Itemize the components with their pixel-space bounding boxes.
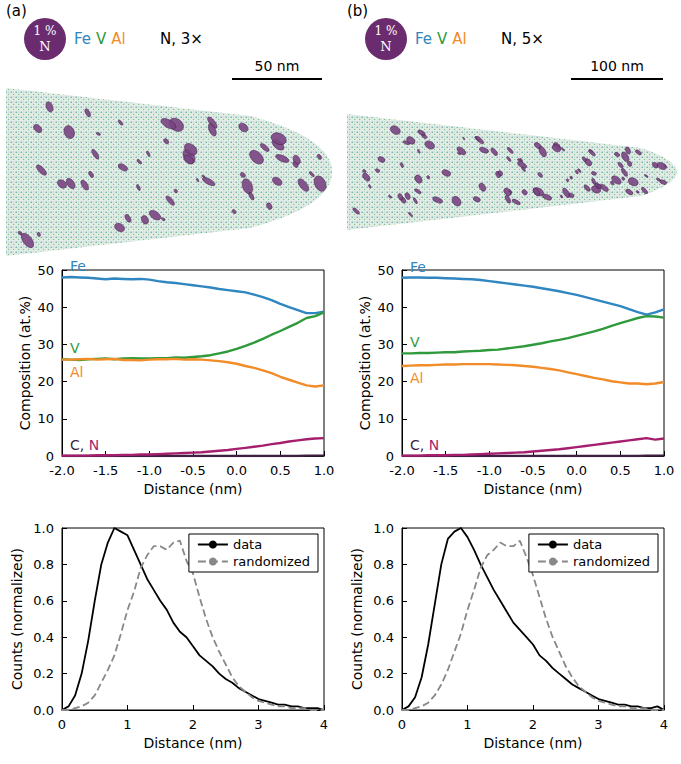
svg-text:20: 20 — [377, 374, 394, 389]
svg-text:30: 30 — [377, 337, 394, 352]
svg-text:0: 0 — [46, 449, 54, 464]
html-text:Fe V Al: Fe V Al — [74, 30, 126, 48]
svg-text:2: 2 — [189, 717, 197, 732]
html-text:1 %: 1 % — [374, 24, 398, 38]
svg-text:1.0: 1.0 — [654, 463, 675, 478]
svg-text:data: data — [233, 537, 262, 552]
svg-text:0.6: 0.6 — [373, 593, 394, 608]
html-text:N: N — [39, 39, 51, 54]
svg-text:3: 3 — [594, 717, 602, 732]
svg-text:0.0: 0.0 — [226, 463, 247, 478]
svg-text:1.0: 1.0 — [33, 521, 54, 536]
svg-text:30: 30 — [37, 337, 54, 352]
svg-text:4: 4 — [320, 717, 328, 732]
svg-text:20: 20 — [37, 374, 54, 389]
html-text:1 %: 1 % — [33, 24, 57, 38]
html-text:N: N — [380, 39, 392, 54]
svg-text:0: 0 — [386, 449, 394, 464]
svg-text:randomized: randomized — [573, 554, 650, 569]
svg-text:Composition (at.%): Composition (at.%) — [17, 296, 33, 431]
svg-text:C: C — [410, 437, 420, 453]
html-text:Fe V Al: Fe V Al — [415, 30, 467, 48]
html-text:N, 5×: N, 5× — [501, 30, 544, 48]
svg-text:Counts (normalized): Counts (normalized) — [349, 548, 365, 690]
svg-text:40: 40 — [377, 300, 394, 315]
svg-text:Composition (at.%): Composition (at.%) — [357, 296, 373, 431]
svg-text:0.4: 0.4 — [33, 630, 54, 645]
svg-text:randomized: randomized — [233, 554, 310, 569]
svg-text:-1.0: -1.0 — [477, 463, 502, 478]
svg-text:4: 4 — [660, 717, 668, 732]
svg-text:Fe: Fe — [70, 258, 86, 274]
svg-text:Distance (nm): Distance (nm) — [143, 481, 242, 497]
svg-text:0.0: 0.0 — [373, 703, 394, 718]
svg-text:10: 10 — [377, 411, 394, 426]
svg-text:C: C — [70, 437, 80, 453]
svg-text:-0.5: -0.5 — [180, 463, 205, 478]
svg-text:-2.0: -2.0 — [389, 463, 414, 478]
html-text:100 nm: 100 nm — [590, 58, 644, 74]
svg-text:V: V — [410, 334, 420, 350]
svg-text:,: , — [80, 437, 89, 453]
svg-text:1: 1 — [123, 717, 131, 732]
svg-text:0: 0 — [398, 717, 406, 732]
svg-text:Distance (nm): Distance (nm) — [483, 481, 582, 497]
svg-text:,: , — [420, 437, 429, 453]
svg-text:Distance (nm): Distance (nm) — [143, 735, 242, 751]
svg-text:0.2: 0.2 — [373, 666, 394, 681]
svg-text:-2.0: -2.0 — [49, 463, 74, 478]
svg-text:50: 50 — [377, 263, 394, 278]
svg-text:N: N — [429, 437, 439, 453]
svg-text:3: 3 — [254, 717, 262, 732]
svg-text:-0.5: -0.5 — [520, 463, 545, 478]
svg-text:2: 2 — [529, 717, 537, 732]
svg-text:-1.0: -1.0 — [137, 463, 162, 478]
svg-text:Al: Al — [410, 370, 423, 386]
svg-text:0.0: 0.0 — [566, 463, 587, 478]
svg-text:0.0: 0.0 — [33, 703, 54, 718]
svg-text:1.0: 1.0 — [314, 463, 335, 478]
svg-text:0.8: 0.8 — [33, 557, 54, 572]
svg-text:Counts (normalized): Counts (normalized) — [9, 548, 25, 690]
svg-text:0.2: 0.2 — [33, 666, 54, 681]
svg-text:1: 1 — [463, 717, 471, 732]
html-text:(b): (b) — [347, 2, 369, 20]
svg-text:0.6: 0.6 — [33, 593, 54, 608]
svg-text:0.5: 0.5 — [270, 463, 291, 478]
svg-text:-1.5: -1.5 — [433, 463, 458, 478]
svg-text:1.0: 1.0 — [373, 521, 394, 536]
svg-text:0.8: 0.8 — [373, 557, 394, 572]
svg-text:50: 50 — [37, 263, 54, 278]
svg-text:0.5: 0.5 — [610, 463, 631, 478]
svg-text:10: 10 — [37, 411, 54, 426]
svg-text:Distance (nm): Distance (nm) — [483, 735, 582, 751]
svg-text:Al: Al — [70, 364, 83, 380]
html-text:N, 3×: N, 3× — [160, 30, 203, 48]
html-text:(a): (a) — [6, 2, 27, 20]
svg-text:40: 40 — [37, 300, 54, 315]
svg-text:0: 0 — [58, 717, 66, 732]
svg-text:-1.5: -1.5 — [93, 463, 118, 478]
svg-text:Fe: Fe — [410, 259, 426, 275]
svg-text:V: V — [70, 340, 80, 356]
html-text:50 nm: 50 nm — [254, 58, 300, 74]
svg-text:N: N — [89, 437, 99, 453]
svg-text:data: data — [573, 537, 602, 552]
svg-text:0.4: 0.4 — [373, 630, 394, 645]
